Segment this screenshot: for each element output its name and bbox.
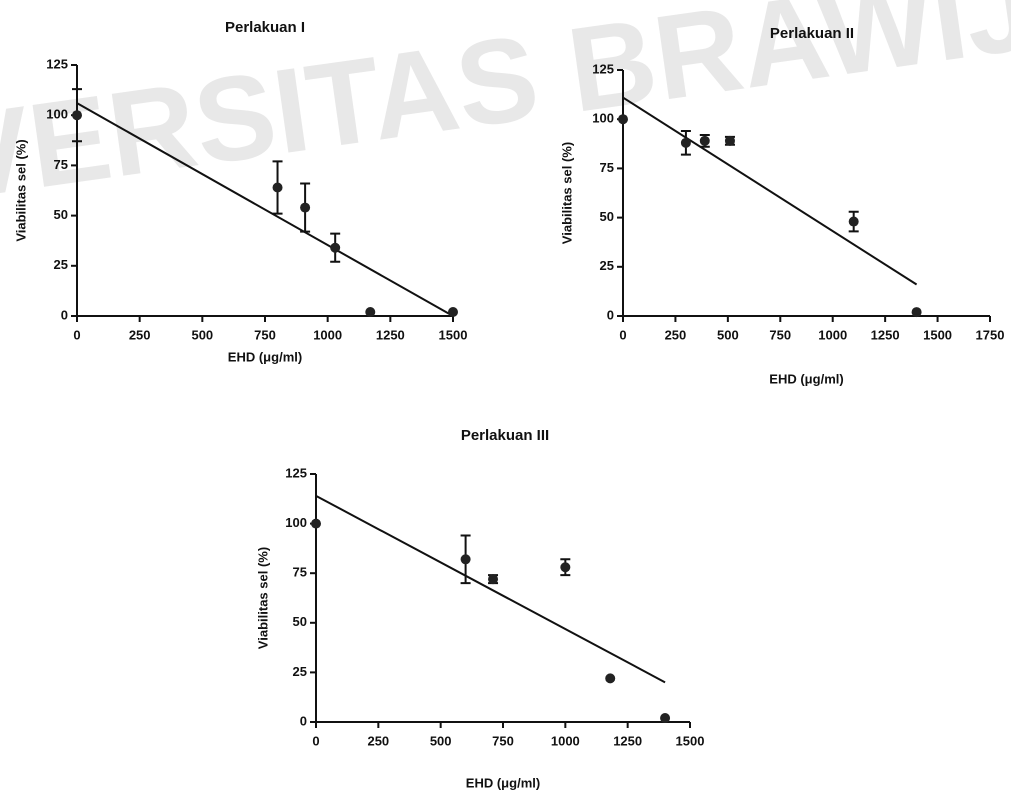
x-tick-label: 1750 [976, 327, 1005, 342]
x-tick-label: 500 [191, 327, 213, 342]
x-tick-label: 1500 [439, 327, 468, 342]
chart: Perlakuan II EHD (μg/ml) Viabilitas sel (%… [559, 25, 1004, 386]
data-point [724, 135, 735, 146]
data-point [72, 110, 82, 121]
data-point [618, 114, 628, 125]
y-tick-label: 100 [285, 515, 307, 530]
chart-title: Perlakuan I [225, 19, 305, 36]
data-point [560, 562, 571, 573]
data-point [680, 137, 691, 148]
x-tick-label: 0 [73, 327, 80, 342]
data-point [660, 713, 671, 724]
y-axis-label: Viabilitas sel (%) [559, 142, 574, 244]
x-tick-label: 1500 [923, 327, 952, 342]
fit-line [315, 494, 666, 684]
x-tick-label: 750 [769, 327, 791, 342]
x-tick-label: 1500 [676, 733, 705, 748]
y-tick-label: 125 [592, 61, 614, 76]
y-tick-label: 100 [46, 107, 68, 122]
x-tick-label: 750 [254, 327, 276, 342]
chart-title: Perlakuan III [461, 427, 549, 444]
y-tick-label: 100 [592, 111, 614, 126]
y-tick-label: 75 [600, 160, 614, 175]
data-point [311, 518, 321, 529]
y-axis-label: Viabilitas sel (%) [13, 139, 28, 241]
y-tick-label: 25 [600, 258, 614, 273]
y-tick-label: 0 [607, 307, 614, 322]
fit-line [622, 96, 918, 286]
x-tick-label: 1250 [613, 733, 642, 748]
data-point [488, 574, 499, 585]
data-point [848, 216, 859, 227]
x-tick-label: 1250 [376, 327, 405, 342]
y-tick-label: 125 [285, 465, 307, 480]
x-tick-label: 1250 [871, 327, 900, 342]
y-tick-label: 75 [293, 565, 307, 580]
data-point [365, 306, 376, 317]
chart: Perlakuan I EHD (μg/ml) Viabilitas sel (%)… [13, 19, 467, 364]
y-tick-label: 0 [61, 307, 68, 322]
data-point [460, 554, 471, 565]
x-axis-label: EHD (μg/ml) [769, 371, 843, 386]
x-tick-label: 0 [312, 733, 319, 748]
x-tick-label: 750 [492, 733, 514, 748]
data-point [272, 182, 283, 193]
y-tick-label: 125 [46, 56, 68, 71]
y-tick-label: 25 [293, 664, 307, 679]
data-point [300, 202, 311, 213]
x-tick-label: 0 [619, 327, 626, 342]
y-tick-label: 50 [600, 209, 614, 224]
data-point [605, 673, 616, 684]
chart: Perlakuan III EHD (μg/ml) Viabilitas sel (… [255, 427, 704, 790]
y-tick-label: 50 [54, 207, 68, 222]
x-tick-label: 500 [430, 733, 452, 748]
data-point [699, 135, 710, 146]
y-tick-label: 75 [54, 157, 68, 172]
y-axis-label: Viabilitas sel (%) [255, 547, 270, 649]
x-tick-label: 250 [665, 327, 687, 342]
x-tick-label: 500 [717, 327, 739, 342]
x-tick-label: 250 [129, 327, 151, 342]
data-point [330, 242, 341, 253]
chart-title: Perlakuan II [770, 25, 854, 42]
y-tick-label: 50 [293, 614, 307, 629]
x-axis-label: EHD (μg/ml) [466, 775, 540, 790]
y-tick-label: 25 [54, 257, 68, 272]
watermark: UNIVERSITAS BRAWIJAYA [0, 0, 1011, 254]
data-point [448, 306, 458, 317]
x-tick-label: 1000 [313, 327, 342, 342]
fit-line [76, 102, 454, 317]
x-tick-label: 250 [367, 733, 389, 748]
x-tick-label: 1000 [551, 733, 580, 748]
x-tick-label: 1000 [818, 327, 847, 342]
x-axis-label: EHD (μg/ml) [228, 349, 302, 364]
data-point [911, 307, 922, 318]
y-tick-label: 0 [300, 713, 307, 728]
